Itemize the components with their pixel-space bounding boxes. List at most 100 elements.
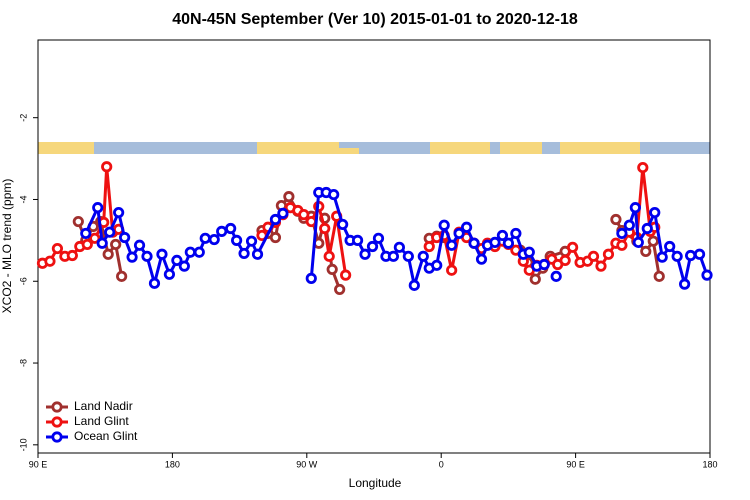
point	[340, 269, 352, 281]
point	[393, 241, 405, 253]
point	[684, 249, 697, 262]
point	[366, 240, 379, 253]
legend-label: Land Nadir	[74, 399, 133, 413]
point	[602, 248, 615, 260]
point	[171, 254, 183, 267]
point	[251, 248, 264, 260]
point	[475, 253, 488, 265]
x-tick-label: 90 W	[296, 459, 318, 469]
point	[523, 246, 535, 258]
point	[199, 232, 211, 244]
point	[96, 237, 108, 249]
legend-marker	[51, 401, 63, 413]
point	[337, 218, 349, 231]
point	[402, 250, 414, 262]
point	[89, 232, 101, 244]
point	[231, 234, 243, 246]
point	[216, 225, 228, 237]
point	[66, 249, 78, 262]
y-tick-label: -6	[18, 277, 28, 285]
point	[647, 235, 659, 247]
point	[649, 206, 661, 219]
x-tick-label: 90 E	[566, 459, 585, 469]
point	[538, 258, 550, 271]
point	[616, 227, 628, 240]
point	[193, 246, 205, 258]
point	[559, 254, 571, 267]
x-axis-label: Longitude	[349, 476, 402, 490]
point	[133, 239, 146, 251]
point	[671, 250, 683, 262]
map-strip	[38, 142, 710, 154]
point	[460, 221, 473, 233]
point	[305, 215, 317, 228]
point	[453, 227, 465, 240]
x-tick-label: 0	[439, 459, 444, 469]
y-tick-label: -10	[18, 438, 28, 451]
x-tick-label: 180	[702, 459, 717, 469]
point	[595, 260, 607, 272]
point	[101, 161, 113, 173]
point	[81, 238, 93, 251]
point	[587, 250, 600, 262]
point	[637, 161, 649, 174]
legend-label: Ocean Glint	[74, 429, 138, 443]
point	[502, 237, 514, 249]
point	[245, 235, 258, 247]
point	[298, 209, 310, 221]
point	[323, 250, 335, 262]
point	[305, 272, 317, 284]
point	[529, 273, 541, 285]
point	[387, 250, 400, 262]
point	[641, 222, 653, 235]
legend-label: Land Glint	[74, 414, 129, 428]
point	[629, 202, 641, 214]
point	[616, 239, 628, 251]
point	[359, 248, 371, 260]
point	[653, 270, 665, 282]
point	[208, 233, 220, 246]
point	[693, 248, 706, 260]
legend-marker	[51, 431, 63, 443]
point	[640, 245, 652, 258]
point	[163, 268, 176, 280]
point	[701, 269, 713, 281]
point	[446, 239, 458, 251]
point	[446, 264, 458, 276]
point	[104, 226, 116, 238]
point	[148, 277, 161, 289]
point	[510, 227, 522, 240]
point	[679, 278, 691, 290]
point	[283, 191, 295, 203]
x-tick-label: 90 E	[29, 459, 48, 469]
y-axis-label: XCO2 - MLO trend (ppm)	[0, 179, 14, 314]
point	[438, 219, 450, 231]
point	[178, 260, 190, 272]
point	[44, 255, 56, 267]
x-tick-label: 180	[165, 459, 180, 469]
point	[567, 241, 579, 253]
point	[156, 248, 168, 260]
point	[351, 234, 364, 246]
point	[496, 229, 509, 242]
point	[277, 207, 289, 219]
y-tick-label: -2	[18, 114, 28, 122]
point	[431, 259, 443, 271]
point	[610, 213, 622, 226]
point	[664, 240, 676, 253]
point	[126, 251, 138, 263]
y-tick-label: -4	[18, 195, 28, 203]
point	[468, 237, 480, 249]
plot-frame	[37, 39, 711, 454]
point	[102, 248, 114, 260]
point	[623, 219, 635, 231]
point	[423, 240, 435, 253]
point	[372, 232, 385, 244]
y-tick-label: -8	[18, 359, 28, 367]
point	[110, 238, 122, 251]
point	[328, 188, 340, 201]
chart-title: 40N-45N September (Ver 10) 2015-01-01 to…	[172, 11, 578, 28]
series	[36, 161, 661, 281]
point	[51, 242, 64, 255]
